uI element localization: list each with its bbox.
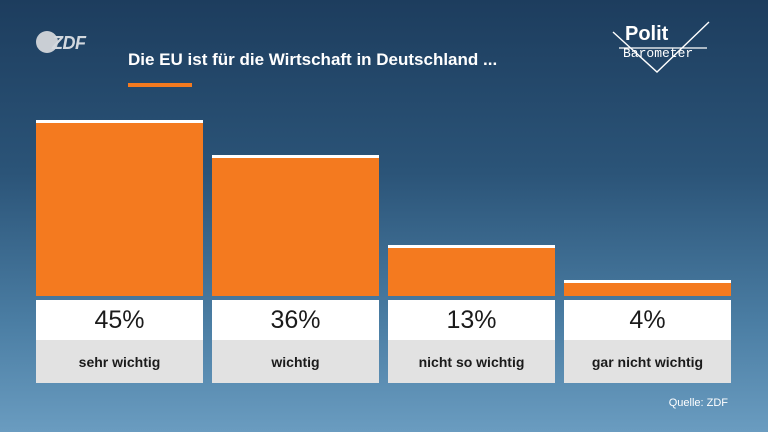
bar-3 xyxy=(388,245,555,296)
politbarometer-logo-line1: Polit xyxy=(625,23,669,45)
politbarometer-logo: Polit Barometer xyxy=(611,20,723,76)
politbarometer-checkmark-icon xyxy=(612,21,710,73)
category-label-1: sehr wichtig xyxy=(36,340,203,383)
category-label-2: wichtig xyxy=(212,340,379,383)
source-note: Quelle: ZDF xyxy=(668,397,728,409)
data-label-1: 45% xyxy=(36,300,203,340)
zdf-logo: ZDF xyxy=(36,31,86,53)
category-label-4: gar nicht wichtig xyxy=(564,340,731,383)
data-label-3: 13% xyxy=(388,300,555,340)
data-label-2: 36% xyxy=(212,300,379,340)
bar-1 xyxy=(36,120,203,296)
zdf-logo-circle-icon xyxy=(36,31,58,53)
bar-2 xyxy=(212,155,379,296)
category-label-3: nicht so wichtig xyxy=(388,340,555,383)
chart-title: Die EU ist für die Wirtschaft in Deutsch… xyxy=(128,50,498,69)
data-label-4: 4% xyxy=(564,300,731,340)
bar-4 xyxy=(564,280,731,296)
zdf-logo-text: ZDF xyxy=(52,33,86,53)
title-underline xyxy=(128,83,192,87)
politbarometer-logo-line2: Barometer xyxy=(623,46,694,61)
